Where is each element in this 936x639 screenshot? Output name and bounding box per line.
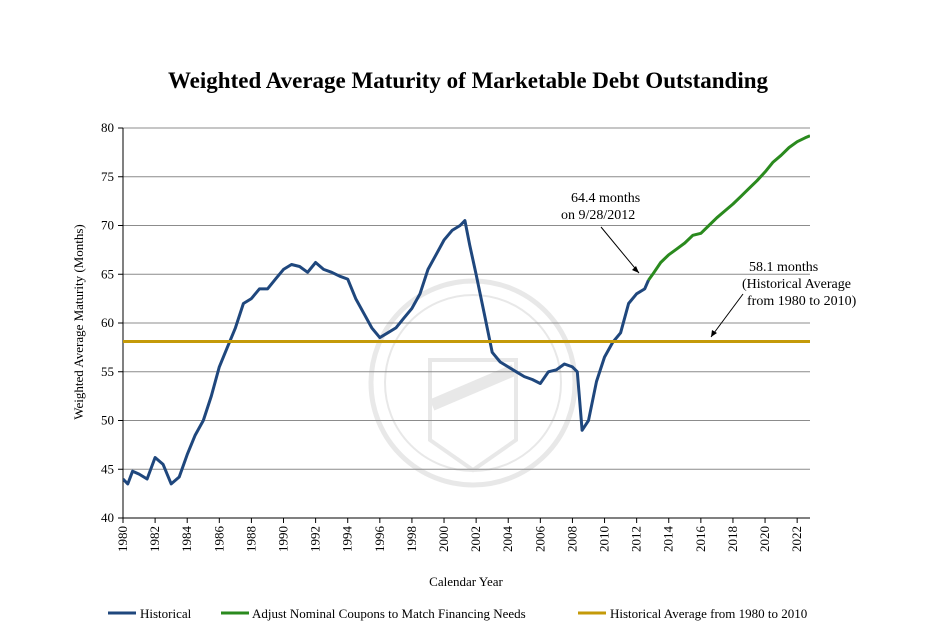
y-tick-label: 55 [101, 364, 114, 379]
y-tick-label: 75 [101, 169, 114, 184]
x-tick-label: 1986 [211, 526, 226, 553]
x-tick-label: 1980 [115, 526, 130, 552]
y-axis-title: Weighted Average Maturity (Months) [71, 224, 86, 419]
annotation-average-line1: 58.1 months [749, 260, 818, 275]
x-tick-label: 2004 [500, 526, 515, 553]
x-tick-label: 1992 [308, 526, 323, 552]
annotation-average-arrowhead [711, 330, 717, 337]
y-tick-label: 65 [101, 266, 114, 281]
annotation-current-line1: 64.4 months [571, 191, 640, 206]
x-tick-label: 2014 [661, 526, 676, 553]
y-tick-label: 80 [101, 120, 114, 135]
series-lines [123, 134, 810, 486]
y-tick-labels: 40 45 50 55 60 65 70 75 80 [101, 120, 123, 525]
grid-lines [123, 127, 810, 470]
series-historical-line [123, 219, 650, 486]
annotation-current-line2: on 9/28/2012 [561, 208, 635, 223]
chart-title: Weighted Average Maturity of Marketable … [167, 68, 769, 93]
x-tick-label: 1990 [276, 526, 291, 552]
x-tick-labels: 1980 1982 1984 1986 1988 1990 1992 1994 1996 1998… [115, 518, 804, 552]
treasury-seal-watermark [368, 278, 578, 488]
x-tick-label: 2010 [597, 526, 612, 552]
series-adjust-line [647, 134, 810, 281]
x-tick-label: 2012 [629, 526, 644, 552]
x-tick-label: 2002 [468, 526, 483, 552]
x-tick-label: 1998 [404, 526, 419, 552]
legend-label-historical: Historical [140, 606, 192, 621]
annotation-average: 58.1 months (Historical Average from 198… [710, 260, 857, 338]
annotation-current: 64.4 months on 9/28/2012 [561, 191, 640, 274]
legend-label-average: Historical Average from 1980 to 2010 [610, 606, 807, 621]
x-tick-label: 2020 [757, 526, 772, 552]
legend-label-adjust: Adjust Nominal Coupons to Match Financin… [252, 606, 526, 621]
x-tick-label: 2018 [725, 526, 740, 552]
x-tick-label: 1996 [372, 526, 387, 553]
x-tick-label: 2000 [436, 526, 451, 552]
y-tick-label: 60 [101, 315, 114, 330]
y-tick-label: 45 [101, 461, 114, 476]
x-tick-label: 1984 [179, 526, 194, 553]
x-tick-label: 2016 [693, 526, 708, 553]
annotation-average-line3: from 1980 to 2010) [747, 294, 857, 309]
x-tick-label: 2006 [532, 526, 547, 553]
x-tick-label: 1988 [243, 526, 258, 552]
annotation-current-arrowhead [632, 266, 639, 273]
x-tick-label: 2008 [564, 526, 579, 552]
legend: Historical Adjust Nominal Coupons to Mat… [108, 606, 807, 621]
annotation-average-arrow [710, 293, 744, 338]
annotation-current-arrow [600, 226, 640, 274]
x-tick-label: 1994 [340, 526, 355, 553]
y-tick-label: 40 [101, 510, 114, 525]
x-axis-title: Calendar Year [429, 574, 503, 589]
x-tick-label: 1982 [147, 526, 162, 552]
x-tick-label: 2022 [789, 526, 804, 552]
y-tick-label: 50 [101, 413, 114, 428]
annotation-average-line2: (Historical Average [742, 277, 851, 292]
y-tick-label: 70 [101, 218, 114, 233]
